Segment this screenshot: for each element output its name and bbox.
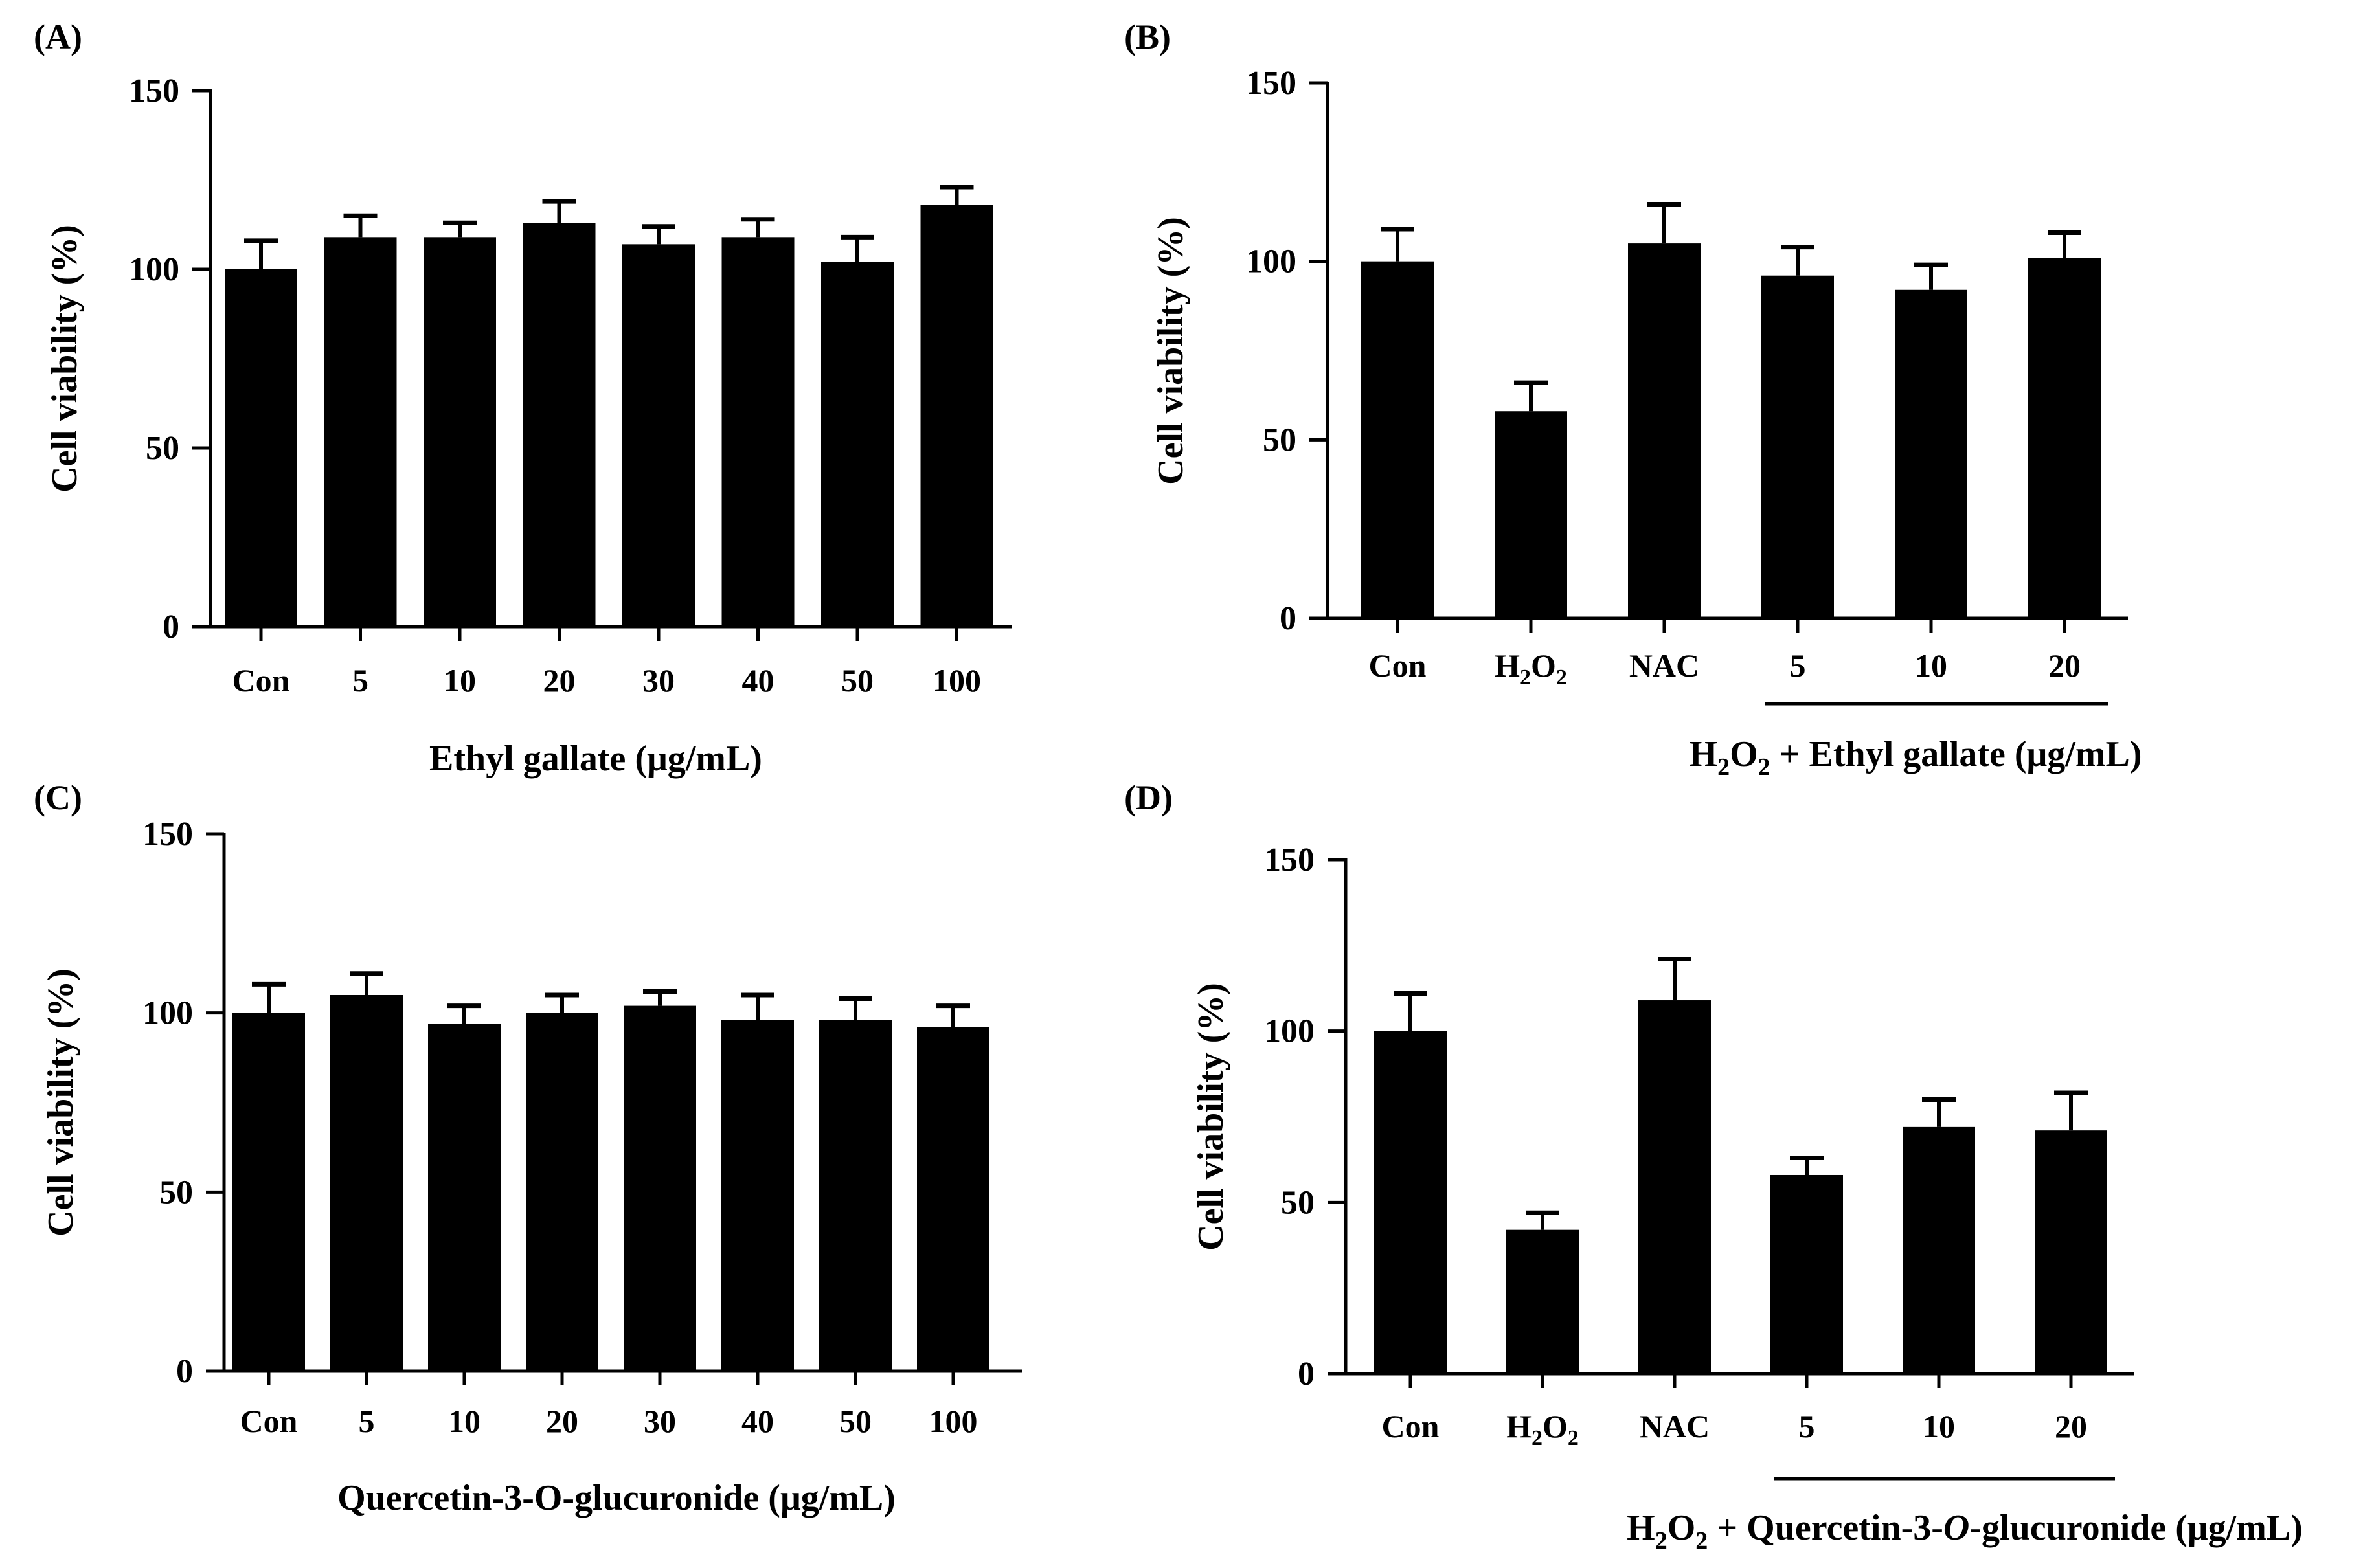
x-tick-label: 20 [546,1403,578,1439]
bar [330,995,403,1371]
chart-panel-d: (D) 0 50 100 150 Cell viability (%) Con H2O2 NAC… [1124,778,2303,1554]
x-axis-label: Ethyl gallate (μg/mL) [429,739,762,779]
y-tick-label: 0 [163,609,179,645]
x-tick-label: 100 [929,1403,978,1439]
bar [2028,258,2101,618]
bar [721,1020,794,1371]
y-tick-label: 100 [129,251,179,288]
x-tick-label: 20 [2048,647,2081,684]
bar [428,1024,501,1371]
bar [622,244,695,627]
x-tick-label: 5 [1790,647,1806,684]
bar [523,223,596,627]
y-axis-label: Cell viability (%) [1151,217,1191,485]
x-tick-label: Con [1382,1408,1440,1444]
x-tick-label: 5 [359,1403,375,1439]
x-tick-label: 30 [642,662,675,699]
panel-label: (D) [1124,778,1173,817]
x-tick-label: 40 [741,1403,774,1439]
bar [917,1027,989,1371]
bar [1903,1126,1975,1374]
bar [1628,243,1701,619]
bar [1761,275,1834,619]
panel-label: (B) [1124,17,1171,56]
bar [1361,261,1434,619]
y-tick-label: 150 [142,816,193,853]
bar [232,1013,305,1371]
x-tick-label: Con [1369,647,1427,684]
x-tick-label: 50 [839,1403,872,1439]
bar [1770,1174,1843,1374]
y-tick-label: 50 [1263,421,1296,458]
x-tick-label: 40 [742,662,774,699]
y-tick-label: 100 [1246,243,1296,280]
bar [1895,289,1967,618]
bar [721,237,795,627]
bar [424,237,496,627]
x-tick-label: 10 [448,1403,480,1439]
x-tick-label: 5 [352,662,368,699]
x-tick-label: NAC [1640,1408,1710,1444]
y-axis-label: Cell viability (%) [41,969,81,1237]
bar [819,1020,892,1371]
x-tick-label: 10 [1923,1408,1955,1444]
x-tick-label: 50 [841,662,874,699]
panel-label: (A) [34,17,82,56]
y-tick-label: 150 [1264,842,1315,879]
y-tick-label: 100 [142,995,193,1032]
chart-panel-a: (A) 0 50 100 150 Cell viability (%) Con 5 10 20 30… [34,17,1012,779]
x-tick-label: H2O2 [1495,647,1567,689]
x-tick-label: 30 [644,1403,676,1439]
y-tick-label: 0 [176,1353,193,1390]
y-tick-label: 0 [1280,600,1296,637]
x-tick-label: H2O2 [1506,1408,1579,1450]
y-tick-label: 0 [1298,1356,1315,1393]
x-tick-label: 20 [2055,1408,2087,1444]
x-axis-label: H2O2 + Quercetin-3-O-glucuronide (μg/mL) [1627,1508,2303,1554]
x-axis-label: Quercetin-3-O-glucuronide (μg/mL) [337,1478,896,1518]
y-tick-label: 50 [146,430,179,467]
bar [324,237,397,627]
y-tick-label: 50 [1281,1184,1315,1221]
x-tick-label: 100 [933,662,981,699]
x-tick-label: 10 [1915,647,1947,684]
bar [920,205,993,627]
x-tick-label: Con [232,662,290,699]
x-tick-label: 20 [543,662,576,699]
bar [1495,411,1567,618]
chart-panel-b: (B) 0 50 100 150 Cell viability (%) Con H2O2 NAC… [1124,17,2142,781]
bar [2035,1130,2107,1374]
x-tick-label: 10 [444,662,476,699]
x-tick-label: NAC [1629,647,1699,684]
bar [1506,1229,1579,1374]
bar [821,262,894,627]
y-tick-label: 50 [159,1174,193,1211]
y-tick-label: 150 [1246,65,1296,102]
x-tick-label: 5 [1799,1408,1815,1444]
x-axis-label: H2O2 + Ethyl gallate (μg/mL) [1690,734,2142,781]
y-axis-label: Cell viability (%) [45,225,85,493]
bar [1374,1031,1447,1374]
y-tick-label: 150 [129,73,179,109]
bar [225,269,297,627]
x-tick-label: Con [240,1403,298,1439]
y-tick-label: 100 [1264,1013,1315,1050]
y-axis-label: Cell viability (%) [1191,983,1231,1251]
chart-panel-c: (C) 0 50 100 150 Cell viability (%) Con 5 10 20 30… [34,778,1022,1518]
bar [526,1013,598,1371]
panel-label: (C) [34,778,82,817]
bar [1638,1000,1711,1374]
bar [624,1005,696,1371]
